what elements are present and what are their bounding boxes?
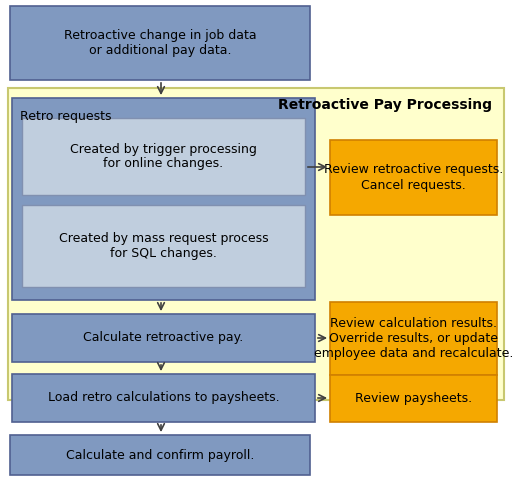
Text: Review paysheets.: Review paysheets. xyxy=(355,392,472,405)
Text: Created by trigger processing
for online changes.: Created by trigger processing for online… xyxy=(70,143,257,170)
FancyBboxPatch shape xyxy=(330,302,497,375)
FancyBboxPatch shape xyxy=(22,205,305,287)
FancyBboxPatch shape xyxy=(10,6,310,80)
FancyBboxPatch shape xyxy=(8,88,504,400)
FancyBboxPatch shape xyxy=(12,314,315,362)
Text: Calculate and confirm payroll.: Calculate and confirm payroll. xyxy=(66,448,254,461)
Text: Review calculation results.
Override results, or update
employee data and recalc: Review calculation results. Override res… xyxy=(314,317,513,360)
Text: Retroactive Pay Processing: Retroactive Pay Processing xyxy=(278,98,492,112)
FancyBboxPatch shape xyxy=(330,140,497,215)
FancyBboxPatch shape xyxy=(22,118,305,195)
Text: Retroactive change in job data
or additional pay data.: Retroactive change in job data or additi… xyxy=(64,29,256,57)
Text: Created by mass request process
for SQL changes.: Created by mass request process for SQL … xyxy=(58,232,268,260)
Text: Load retro calculations to paysheets.: Load retro calculations to paysheets. xyxy=(48,392,279,405)
FancyBboxPatch shape xyxy=(330,375,497,422)
FancyBboxPatch shape xyxy=(12,98,315,300)
Text: Review retroactive requests.
Cancel requests.: Review retroactive requests. Cancel requ… xyxy=(324,164,503,192)
Text: Calculate retroactive pay.: Calculate retroactive pay. xyxy=(84,332,244,345)
FancyBboxPatch shape xyxy=(12,374,315,422)
Text: Retro requests: Retro requests xyxy=(20,110,111,123)
FancyBboxPatch shape xyxy=(10,435,310,475)
